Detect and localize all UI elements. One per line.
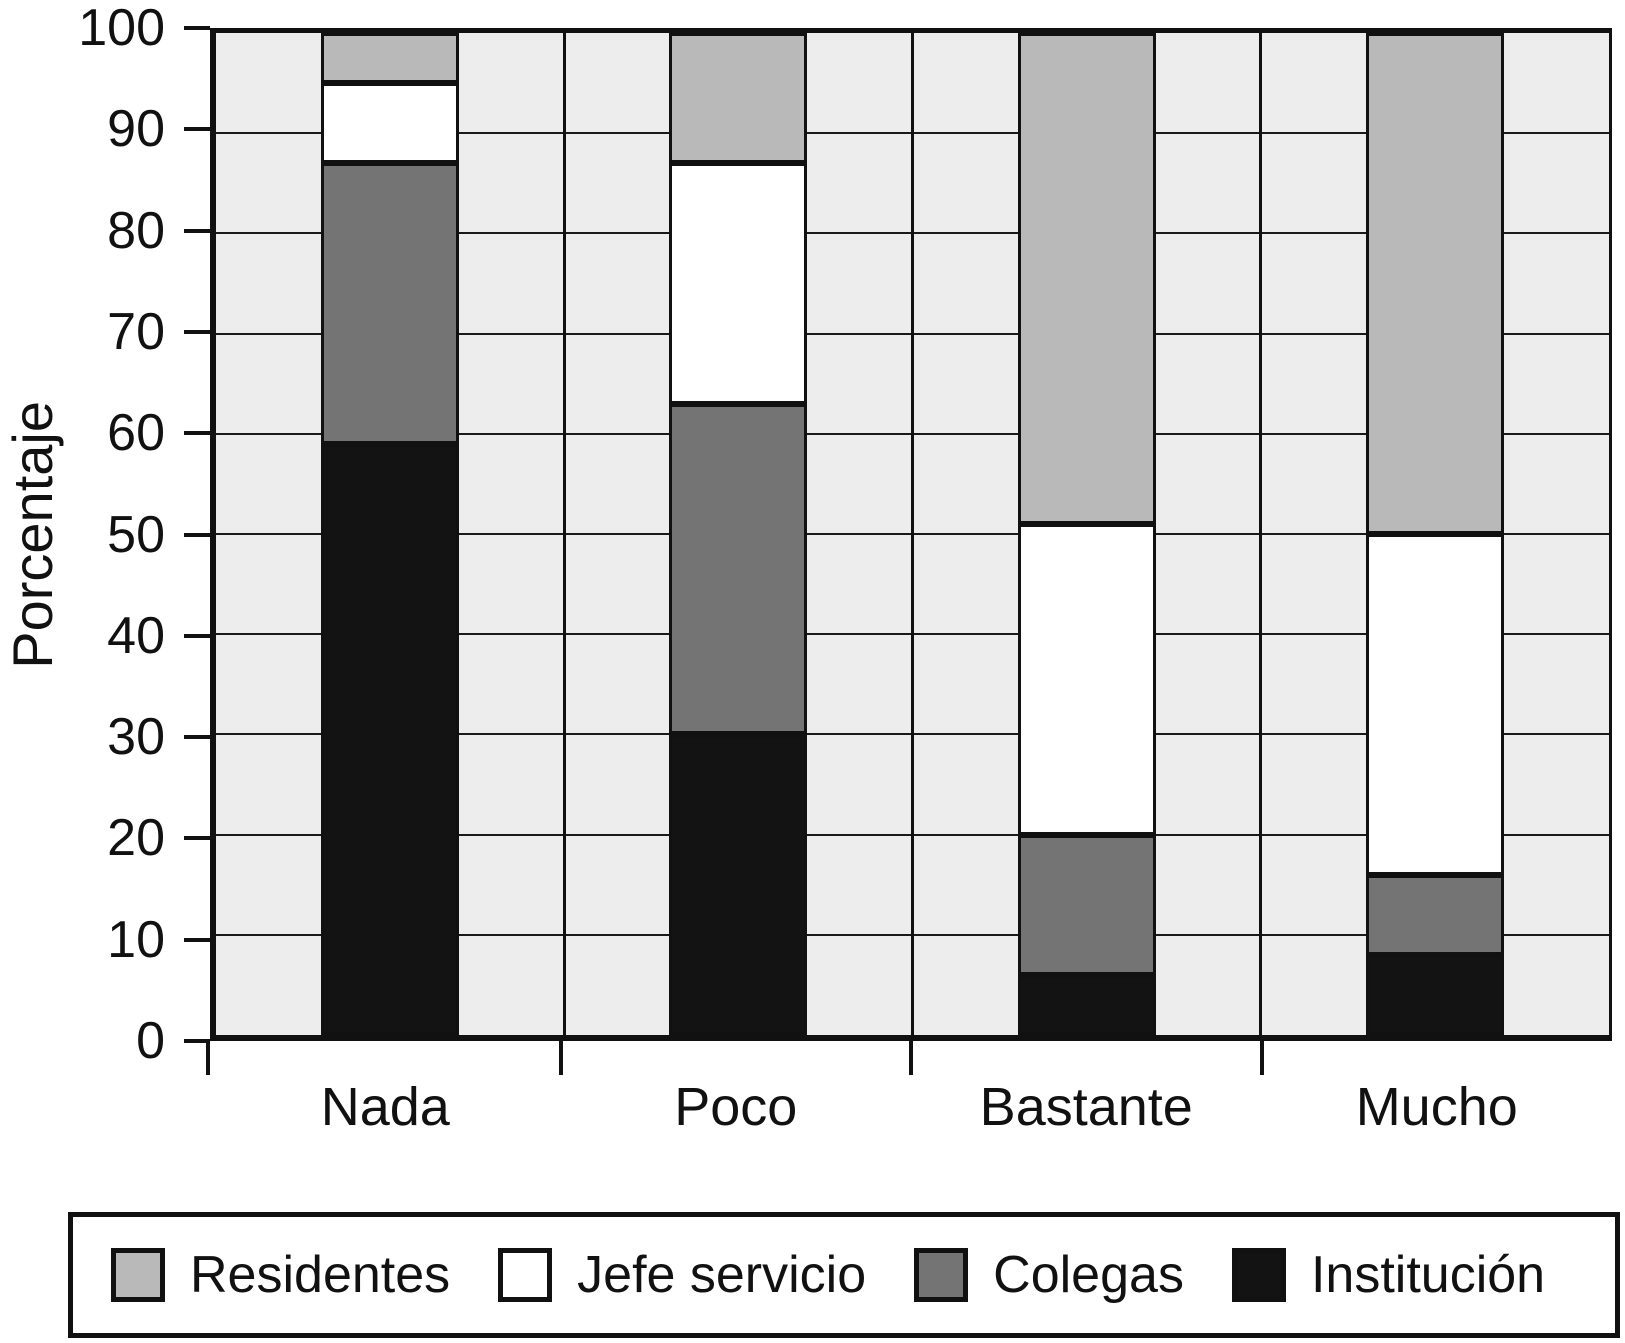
y-tick-label: 90 xyxy=(107,100,165,159)
y-tick-mark xyxy=(184,937,210,942)
y-tick-mark xyxy=(184,1039,210,1043)
y-tick-label: 50 xyxy=(107,505,165,564)
bar-segment-colegas xyxy=(321,163,460,444)
y-tick-label: 100 xyxy=(78,0,165,57)
bar-segment-residentes xyxy=(669,33,808,164)
bar-segment-jefe-servicio xyxy=(321,83,460,164)
x-tick-mark xyxy=(1259,1041,1264,1075)
legend-item: Residentes xyxy=(111,1248,450,1302)
y-tick-label: 0 xyxy=(136,1012,165,1070)
legend-item: Institución xyxy=(1231,1246,1546,1304)
bar-segment-residentes xyxy=(321,33,460,84)
plot-area xyxy=(210,28,1612,1041)
legend-swatch xyxy=(498,1248,553,1302)
x-tick-mark xyxy=(909,1041,913,1075)
bar-segment-institución xyxy=(1365,954,1504,1035)
legend-swatch xyxy=(111,1248,165,1302)
bar-segment-institución xyxy=(1017,974,1156,1035)
x-tick-mark xyxy=(206,1041,210,1075)
y-tick-mark xyxy=(184,836,210,841)
bar-segment-colegas xyxy=(669,403,808,735)
bar-segment-colegas xyxy=(1017,834,1156,975)
legend-swatch xyxy=(914,1248,969,1302)
bar-segment-residentes xyxy=(1017,33,1156,524)
stacked-bar xyxy=(321,33,460,1035)
y-axis-tick-labels: 0 10 20 30 40 50 60 70 80 90 100 xyxy=(0,2,165,1067)
y-tick-mark xyxy=(184,26,210,30)
bar-segment-institución xyxy=(321,443,460,1035)
legend-label: Colegas xyxy=(993,1246,1184,1304)
legend-item: Colegas xyxy=(914,1248,1184,1302)
y-tick-label: 80 xyxy=(107,201,165,260)
bar-segment-residentes xyxy=(1365,33,1504,534)
x-category-label: Poco xyxy=(674,1077,798,1137)
legend-swatch xyxy=(1231,1248,1286,1302)
y-tick-label: 60 xyxy=(107,404,165,463)
y-tick-label: 70 xyxy=(107,302,165,361)
bar-segment-colegas xyxy=(1365,874,1504,955)
legend-item: Jefe servicio xyxy=(498,1248,866,1302)
y-tick-mark xyxy=(184,329,210,334)
stacked-bar xyxy=(1017,33,1156,1035)
x-category-label: Nada xyxy=(320,1077,450,1137)
y-axis-tick-marks xyxy=(184,26,210,1043)
y-tick-mark xyxy=(184,431,210,436)
y-tick-label: 20 xyxy=(107,809,165,868)
v-gridline xyxy=(1259,33,1263,1035)
y-tick-label: 30 xyxy=(107,708,165,767)
legend-label: Institución xyxy=(1310,1246,1546,1304)
v-gridline xyxy=(911,33,914,1035)
y-tick-mark xyxy=(184,127,210,132)
legend-label: Jefe servicio xyxy=(577,1246,867,1304)
bar-segment-jefe-servicio xyxy=(669,163,808,404)
y-tick-mark xyxy=(184,735,210,740)
legend-items: Residentes Jefe servicio Colegas Institució… xyxy=(111,1248,1593,1302)
x-category-label: Mucho xyxy=(1355,1077,1518,1137)
y-tick-mark xyxy=(184,532,210,537)
y-tick-label: 40 xyxy=(107,606,165,665)
legend-box: Residentes Jefe servicio Colegas Institució… xyxy=(68,1212,1620,1338)
stacked-bar xyxy=(669,33,808,1035)
y-tick-mark xyxy=(184,633,210,638)
v-gridline xyxy=(562,33,566,1035)
bar-segment-jefe-servicio xyxy=(1017,524,1156,835)
x-axis-category-labels: Nada Poco Bastante Mucho xyxy=(210,1080,1612,1150)
legend-label: Residentes xyxy=(190,1246,451,1304)
bar-segment-jefe-servicio xyxy=(1365,534,1504,875)
x-axis-tick-marks xyxy=(206,1041,1612,1077)
x-tick-mark xyxy=(558,1041,563,1075)
x-category-label: Bastante xyxy=(979,1077,1193,1137)
bar-segment-institución xyxy=(669,734,808,1035)
y-tick-mark xyxy=(184,228,210,233)
stacked-bar xyxy=(1365,33,1504,1035)
y-tick-label: 10 xyxy=(107,910,165,969)
